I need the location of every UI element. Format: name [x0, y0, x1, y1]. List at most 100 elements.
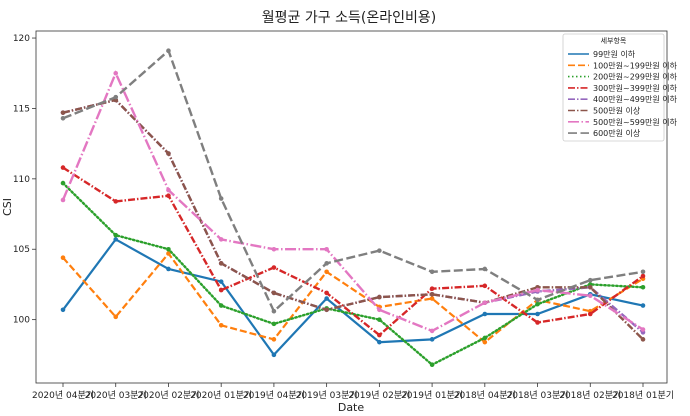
y-tick-label: 120 — [13, 34, 30, 44]
data-point — [113, 70, 119, 76]
data-point — [218, 261, 224, 266]
data-point — [60, 307, 66, 313]
series-line-1 — [62, 237, 644, 357]
data-point — [166, 246, 171, 252]
data-point — [60, 255, 66, 260]
data-point — [271, 308, 277, 314]
data-point — [482, 300, 488, 306]
legend-box — [562, 33, 665, 142]
data-point — [166, 251, 171, 256]
data-point — [640, 327, 646, 332]
data-point — [324, 246, 329, 252]
data-point — [324, 269, 329, 275]
data-point — [482, 311, 488, 317]
y-tick-label: 105 — [13, 245, 30, 255]
data-point — [640, 269, 646, 275]
data-point — [535, 320, 540, 325]
data-point — [324, 296, 329, 301]
data-point — [640, 303, 646, 308]
data-point — [166, 151, 171, 156]
data-point — [113, 199, 119, 204]
data-point — [324, 307, 329, 313]
data-point — [482, 283, 488, 289]
series-line-8 — [62, 48, 644, 314]
data-point — [166, 48, 171, 54]
legend-item-label: 400만원~499만원 이하 — [593, 94, 678, 104]
y-tick-label: 100 — [13, 316, 30, 326]
x-tick-label: 2019년 03분기 — [296, 390, 358, 401]
series-line-3 — [61, 181, 645, 367]
data-point — [60, 180, 66, 186]
data-point — [587, 277, 593, 283]
legend-item-label: 500만원 이상 — [593, 106, 641, 116]
legend-title: 세부항목 — [601, 36, 627, 45]
data-point — [113, 94, 119, 100]
data-point — [535, 297, 540, 303]
data-point — [60, 197, 66, 203]
data-point — [271, 337, 277, 342]
x-tick-label: 2020년 04분기 — [32, 390, 94, 401]
series-line-4 — [62, 166, 644, 337]
data-point — [429, 296, 435, 301]
x-tick-label: 2018년 02분기 — [559, 390, 621, 401]
data-point — [377, 339, 382, 345]
data-point — [535, 301, 540, 307]
series-lines — [60, 48, 646, 367]
data-point — [324, 290, 329, 296]
x-tick-label: 2019년 04분기 — [243, 390, 305, 401]
y-axis-label: CSI — [1, 198, 14, 216]
legend-item-label: 100만원~199만원 이하 — [593, 60, 678, 70]
x-tick-label: 2020년 02분기 — [137, 390, 199, 401]
data-point — [271, 290, 277, 296]
data-point — [429, 291, 435, 297]
x-tick-label: 2019년 02분기 — [348, 390, 410, 401]
series-line-7 — [61, 70, 644, 333]
data-point — [482, 339, 488, 345]
data-point — [113, 232, 119, 238]
data-point — [482, 266, 488, 272]
legend-item-label: 500만원~599만원 이하 — [593, 117, 678, 127]
data-point — [587, 293, 593, 299]
legend-item-label: 600만원 이상 — [593, 128, 641, 138]
chart-title: 월평균 가구 소득(온라인비용) — [262, 10, 436, 26]
legend-item-label: 99만원 이하 — [593, 49, 636, 59]
data-point — [429, 286, 435, 291]
data-point — [113, 237, 119, 242]
data-point — [377, 248, 382, 253]
data-point — [429, 269, 435, 275]
data-point — [587, 311, 593, 317]
data-point — [218, 237, 224, 242]
data-point — [218, 303, 224, 308]
plot-area — [35, 30, 668, 384]
data-point — [377, 317, 382, 322]
data-point — [166, 187, 171, 193]
data-point — [60, 110, 66, 115]
data-point — [271, 321, 277, 327]
data-point — [60, 165, 66, 170]
series-line-2 — [62, 251, 644, 344]
data-point — [377, 294, 382, 300]
data-point — [166, 193, 171, 199]
data-point — [60, 115, 66, 121]
data-point — [166, 266, 171, 272]
data-point — [271, 265, 277, 270]
x-tick-label: 2020년 01분기 — [190, 390, 252, 401]
data-point — [324, 261, 329, 266]
data-point — [640, 284, 646, 290]
x-tick-label: 2018년 04분기 — [454, 390, 516, 401]
x-tick-label: 2018년 03분기 — [507, 390, 569, 401]
y-tick-label: 110 — [13, 175, 30, 185]
data-point — [587, 284, 593, 290]
y-tick-label: 115 — [13, 104, 30, 114]
data-point — [218, 322, 224, 328]
data-point — [271, 352, 277, 358]
data-point — [218, 196, 224, 201]
data-point — [640, 337, 646, 342]
data-point — [218, 279, 224, 284]
data-point — [113, 314, 119, 320]
x-tick-label: 2018년 01분기 — [612, 390, 674, 401]
data-point — [377, 332, 382, 338]
